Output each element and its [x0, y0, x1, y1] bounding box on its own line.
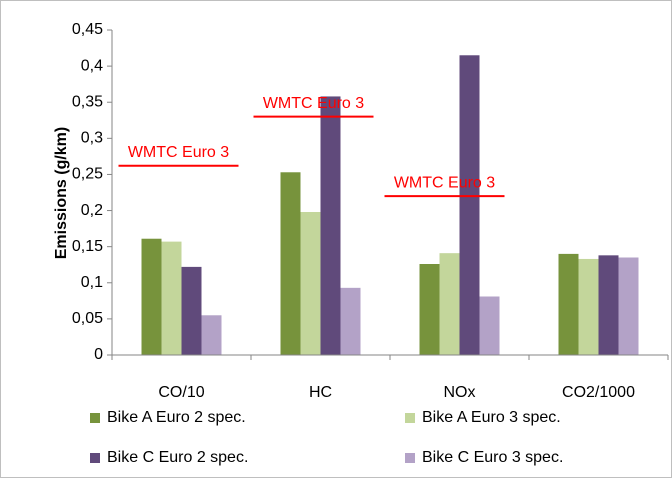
y-tick-label: 0,1: [81, 274, 103, 291]
bar: [439, 253, 460, 355]
x-tick-label: HC: [309, 384, 332, 401]
y-tick-label: 0,15: [72, 238, 103, 255]
y-tick-label: 0: [94, 346, 103, 363]
bar: [300, 212, 321, 355]
annotation-text: WMTC Euro 3: [394, 174, 495, 191]
bar: [618, 257, 639, 355]
bar: [201, 315, 222, 355]
legend-swatch: [90, 453, 100, 463]
bar: [161, 241, 182, 355]
bar: [598, 255, 619, 355]
y-tick-label: 0,4: [81, 57, 103, 74]
bar: [181, 266, 202, 355]
y-tick-label: 0,05: [72, 310, 103, 327]
annotation-text: WMTC Euro 3: [128, 144, 229, 161]
y-tick-label: 0,35: [72, 93, 103, 110]
legend-label: Bike A Euro 2 spec.: [107, 409, 246, 426]
x-tick-label: CO/10: [158, 384, 204, 401]
bar: [280, 172, 301, 355]
bar: [340, 287, 361, 355]
legend-label: Bike A Euro 3 spec.: [422, 409, 561, 426]
bar: [320, 96, 341, 355]
bar: [558, 253, 579, 355]
x-tick-label: CO2/1000: [562, 384, 635, 401]
annotation-text: WMTC Euro 3: [263, 95, 364, 112]
legend-label: Bike C Euro 2 spec.: [107, 449, 248, 466]
y-tick-label: 0,45: [72, 21, 103, 38]
legend-swatch: [405, 453, 415, 463]
y-tick-label: 0,2: [81, 202, 103, 219]
bar: [459, 55, 480, 356]
bar: [578, 258, 599, 355]
y-axis-title: Emissions (g/km): [53, 127, 70, 259]
x-tick-label: NOx: [444, 384, 476, 401]
bar: [419, 264, 440, 355]
legend-label: Bike C Euro 3 spec.: [422, 449, 563, 466]
legend-swatch: [405, 413, 415, 423]
legend-swatch: [90, 413, 100, 423]
y-tick-label: 0,3: [81, 130, 103, 147]
bar: [141, 238, 162, 355]
y-tick-label: 0,25: [72, 166, 103, 183]
bar: [479, 296, 500, 355]
